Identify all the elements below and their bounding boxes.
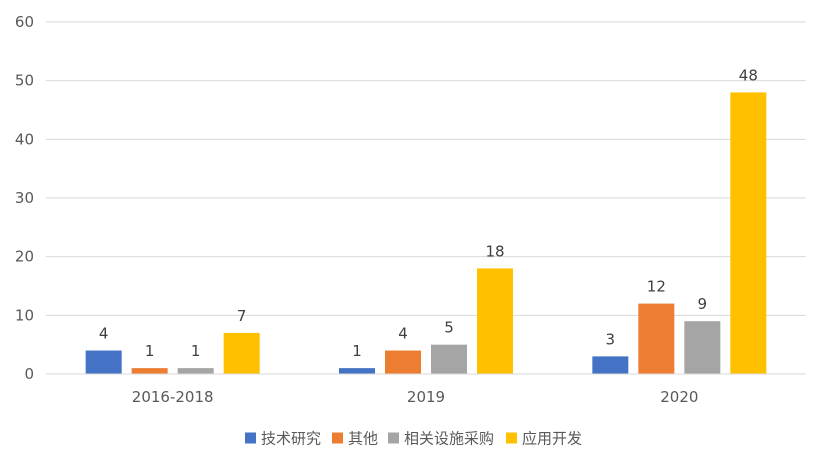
bar [85, 350, 122, 374]
bar [477, 268, 513, 374]
legend-swatch [506, 432, 517, 444]
legend: 技术研究 其他 相关设施采购 应用开发 [245, 430, 582, 448]
y-tick-label: 10 [15, 306, 34, 324]
legend-swatch [245, 432, 256, 444]
y-tick-label: 50 [15, 72, 34, 90]
bars [85, 92, 767, 375]
bar [177, 368, 214, 374]
y-axis-ticks: 0 10 20 30 40 50 60 [15, 13, 34, 383]
bar [385, 350, 421, 374]
bar [730, 92, 767, 375]
gridlines [46, 21, 806, 316]
y-tick-label: 60 [15, 13, 34, 31]
bar [339, 368, 375, 374]
bar [592, 356, 629, 374]
legend-label: 相关设施采购 [404, 430, 494, 448]
bar [223, 332, 260, 374]
data-label: 12 [647, 278, 666, 296]
bar [684, 321, 721, 374]
bar [638, 303, 675, 374]
data-label: 9 [698, 295, 708, 313]
x-category-label: 2016-2018 [132, 388, 214, 406]
data-label: 4 [99, 325, 109, 343]
data-label: 5 [444, 319, 454, 337]
y-tick-label: 40 [15, 130, 34, 148]
bar [131, 368, 168, 374]
data-label: 3 [606, 330, 616, 348]
data-label: 1 [352, 342, 362, 360]
y-tick-label: 0 [24, 365, 34, 383]
data-label: 1 [145, 342, 155, 360]
x-category-label: 2019 [407, 388, 445, 406]
legend-label: 技术研究 [261, 430, 321, 448]
data-label: 4 [398, 325, 408, 343]
data-label: 48 [739, 66, 758, 84]
data-label: 7 [237, 307, 247, 325]
x-axis-categories: 2016-2018 2019 2020 [132, 388, 699, 406]
y-tick-label: 30 [15, 189, 34, 207]
legend-swatch [332, 432, 343, 444]
data-label: 18 [485, 242, 504, 260]
legend-label: 其他 [348, 430, 378, 448]
data-labels: 4 1 1 7 1 4 5 18 3 12 9 48 [99, 66, 758, 360]
bar [431, 344, 467, 374]
legend-swatch [388, 432, 399, 444]
data-label: 1 [191, 342, 201, 360]
y-tick-label: 20 [15, 248, 34, 266]
legend-label: 应用开发 [522, 430, 582, 448]
x-category-label: 2020 [660, 388, 698, 406]
